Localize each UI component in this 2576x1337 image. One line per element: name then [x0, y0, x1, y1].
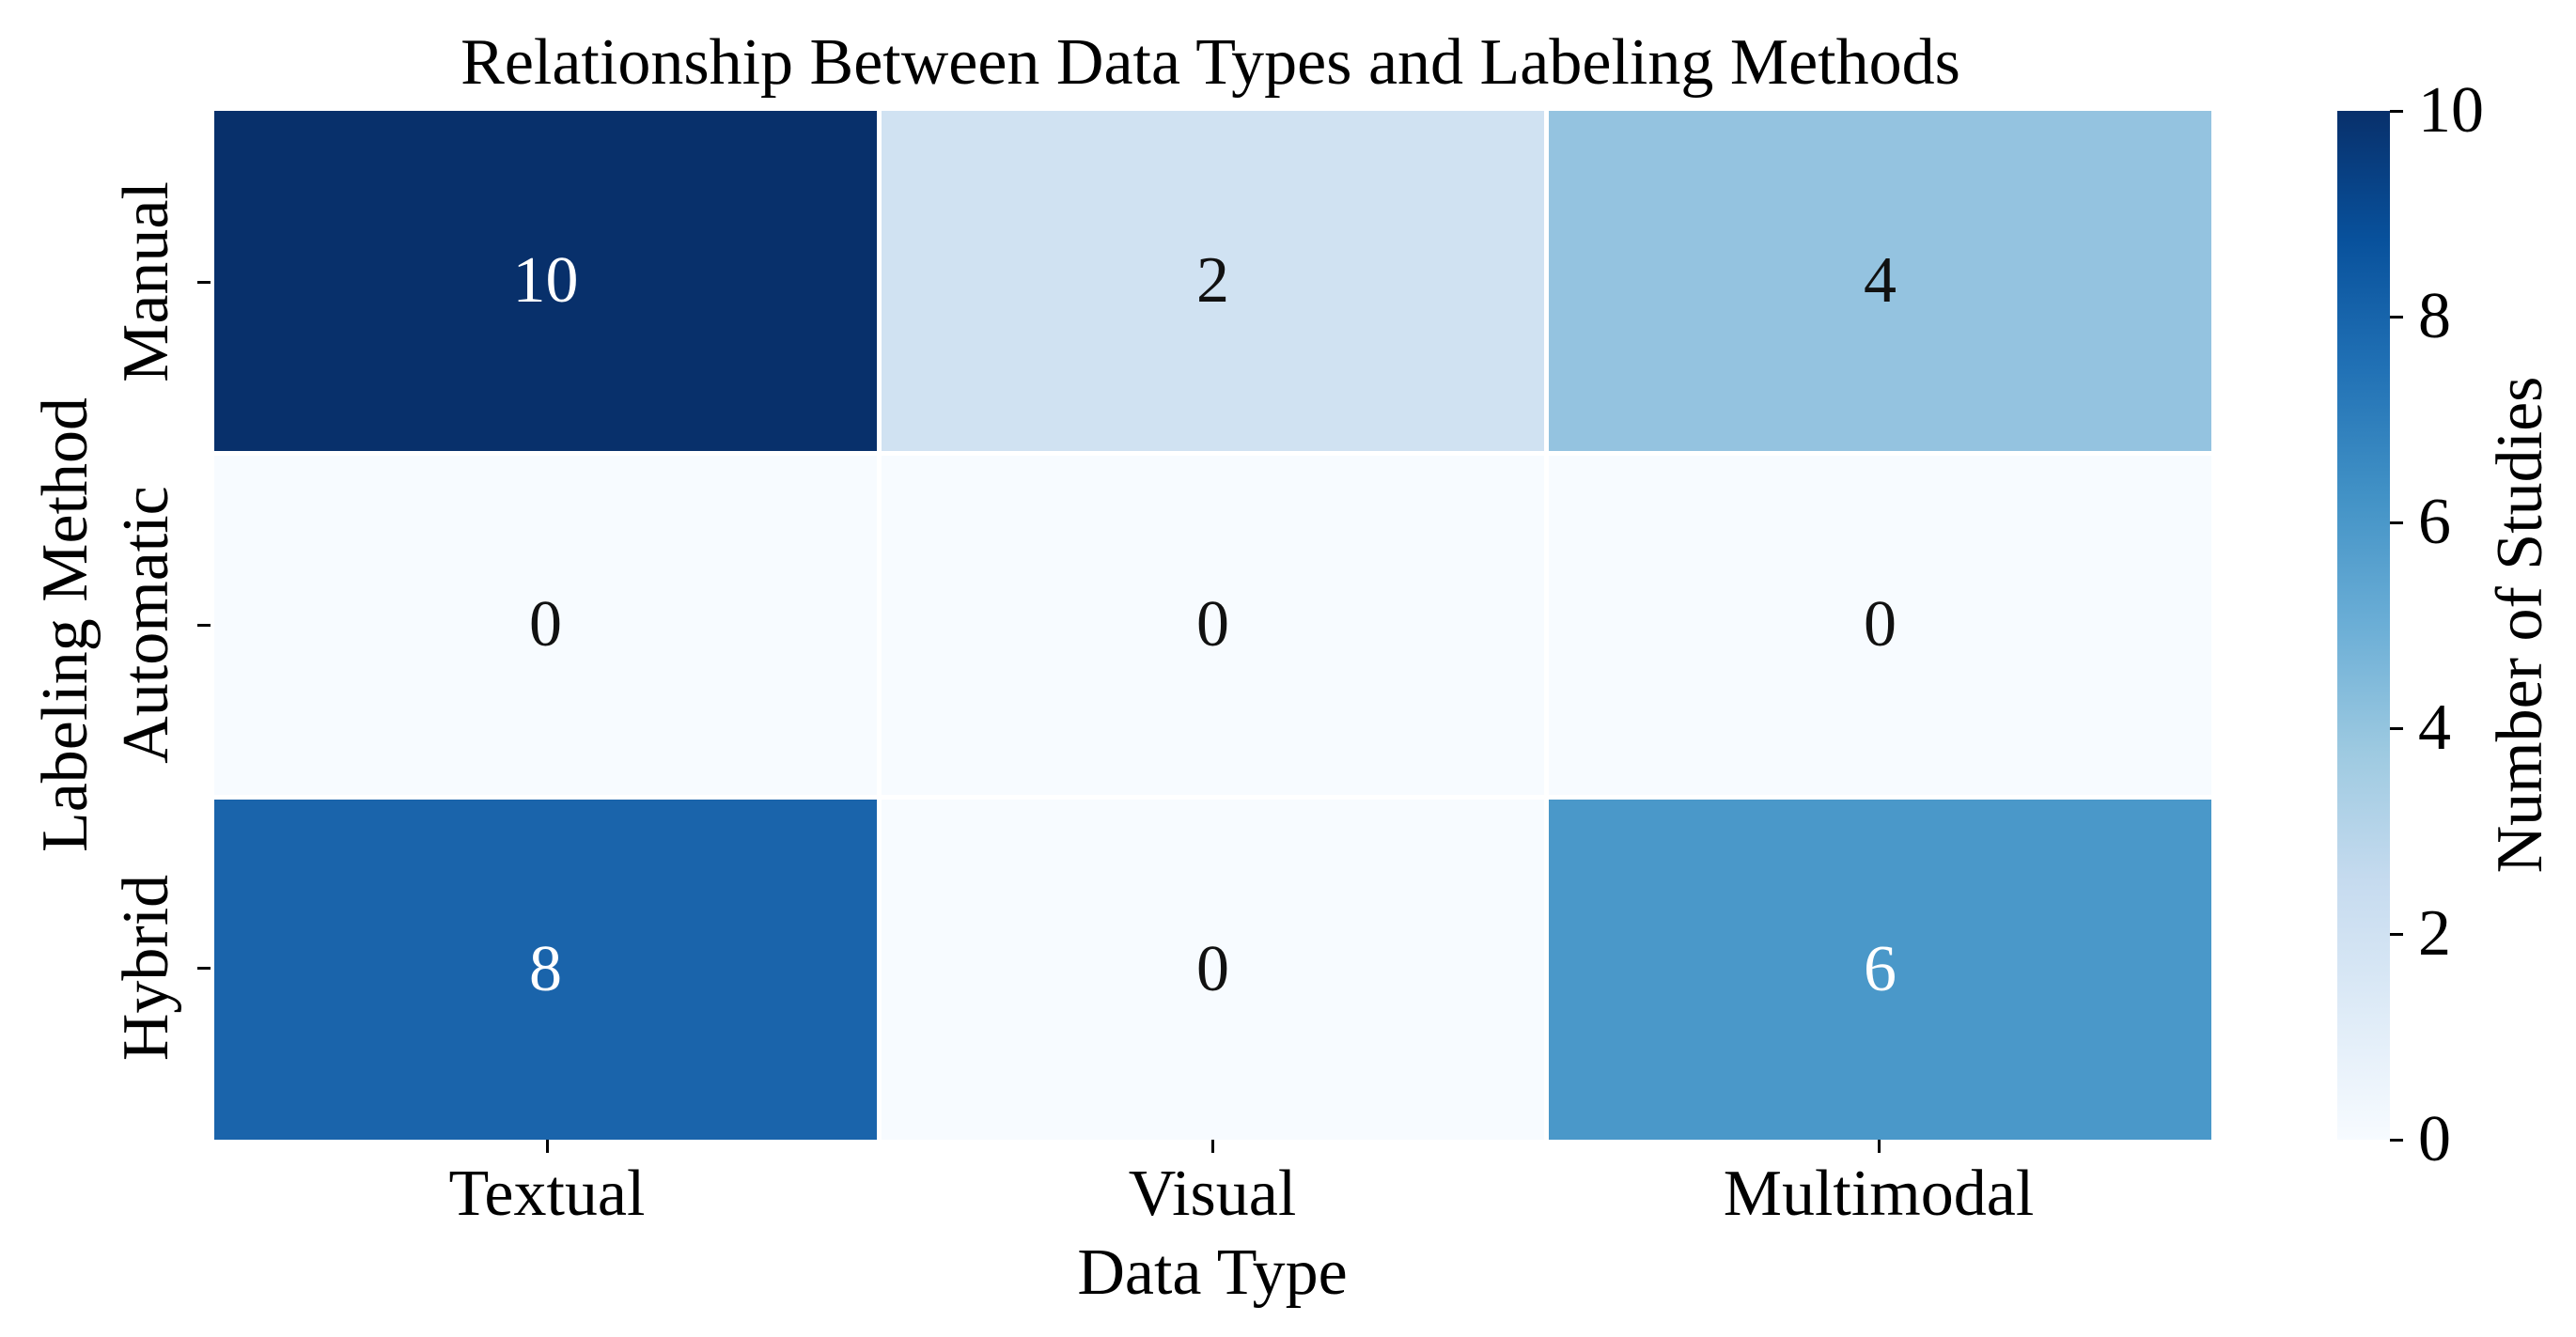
y-tick-mark-manual: [197, 280, 211, 284]
y-axis-label: Labeling Method: [29, 396, 101, 853]
x-tick-label-multimodal: Multimodal: [1723, 1158, 2035, 1230]
x-tick-mark-multimodal: [1877, 1140, 1881, 1153]
x-tick-label-textual: Textual: [448, 1158, 646, 1230]
x-axis-label: Data Type: [1077, 1236, 1348, 1309]
colorbar-tick-label-4: 4: [2418, 692, 2451, 764]
x-tick-mark-visual: [1210, 1140, 1214, 1153]
colorbar-tick-mark-8: [2390, 315, 2403, 319]
y-tick-label-automatic: Automatic: [110, 486, 182, 764]
colorbar-tick-mark-2: [2390, 932, 2403, 936]
colorbar-tick-label-10: 10: [2418, 74, 2484, 147]
y-tick-mark-hybrid: [197, 966, 211, 970]
heatmap-cell-manual-multimodal: 4: [1549, 111, 2211, 451]
colorbar-label: Number of Studies: [2484, 376, 2556, 874]
y-tick-mark-automatic: [197, 623, 211, 627]
heatmap-cell-automatic-textual: 0: [214, 455, 877, 796]
colorbar: [2337, 111, 2390, 1140]
heatmap-cell-hybrid-multimodal: 6: [1549, 800, 2211, 1140]
colorbar-tick-label-2: 2: [2418, 897, 2451, 970]
colorbar-tick-label-6: 6: [2418, 486, 2451, 558]
colorbar-tick-mark-0: [2390, 1138, 2403, 1142]
colorbar-tick-label-8: 8: [2418, 280, 2451, 352]
x-tick-label-visual: Visual: [1128, 1158, 1297, 1230]
heatmap-grid: 10 2 4 0 0 0 8 0 6: [214, 111, 2211, 1140]
colorbar-tick-mark-4: [2390, 726, 2403, 730]
heatmap-cell-hybrid-visual: 0: [882, 800, 1544, 1140]
colorbar-tick-label-0: 0: [2418, 1103, 2451, 1175]
colorbar-tick-mark-10: [2390, 109, 2403, 113]
heatmap-cell-automatic-multimodal: 0: [1549, 455, 2211, 796]
y-tick-label-manual: Manual: [110, 181, 182, 382]
heatmap-cell-manual-visual: 2: [882, 111, 1544, 451]
heatmap-cell-manual-textual: 10: [214, 111, 877, 451]
y-tick-label-hybrid: Hybrid: [110, 874, 182, 1062]
heatmap-cell-hybrid-textual: 8: [214, 800, 877, 1140]
x-tick-mark-textual: [545, 1140, 549, 1153]
heatmap-cell-automatic-visual: 0: [882, 455, 1544, 796]
chart-title: Relationship Between Data Types and Labe…: [461, 26, 1960, 99]
colorbar-tick-mark-6: [2390, 521, 2403, 524]
